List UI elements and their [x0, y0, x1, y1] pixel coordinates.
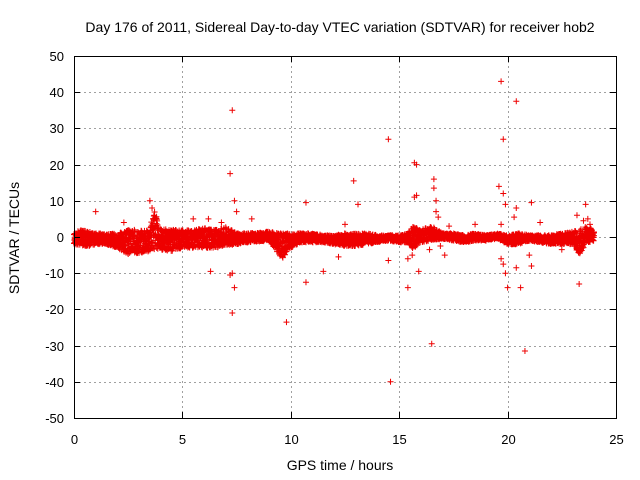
x-tick-label: 10	[284, 432, 298, 447]
x-tick-label: 25	[609, 432, 623, 447]
y-axis-label: SDTVAR / TECUs	[6, 182, 22, 294]
y-tick-label: 20	[50, 158, 64, 173]
y-tick-label: 30	[50, 121, 64, 136]
data-point	[164, 246, 171, 253]
data-point	[131, 228, 138, 235]
y-tick-label: 40	[50, 85, 64, 100]
y-tick-label: -30	[45, 339, 64, 354]
x-tick-label: 0	[71, 432, 78, 447]
y-tick-label: -10	[45, 266, 64, 281]
y-tick-label: -20	[45, 302, 64, 317]
data-point	[154, 221, 161, 228]
x-tick-label: 20	[501, 432, 515, 447]
data-point	[150, 226, 157, 233]
y-tick-label: 0	[57, 230, 64, 245]
y-tick-label: -50	[45, 411, 64, 426]
x-tick-label: 5	[179, 432, 186, 447]
y-tick-label: 10	[50, 194, 64, 209]
y-tick-label: 50	[50, 49, 64, 64]
x-axis-label: GPS time / hours	[287, 457, 394, 473]
chart-title: Day 176 of 2011, Sidereal Day-to-day VTE…	[85, 19, 594, 35]
y-tick-label: -40	[45, 375, 64, 390]
data-points	[71, 78, 597, 385]
x-tick-label: 15	[392, 432, 406, 447]
